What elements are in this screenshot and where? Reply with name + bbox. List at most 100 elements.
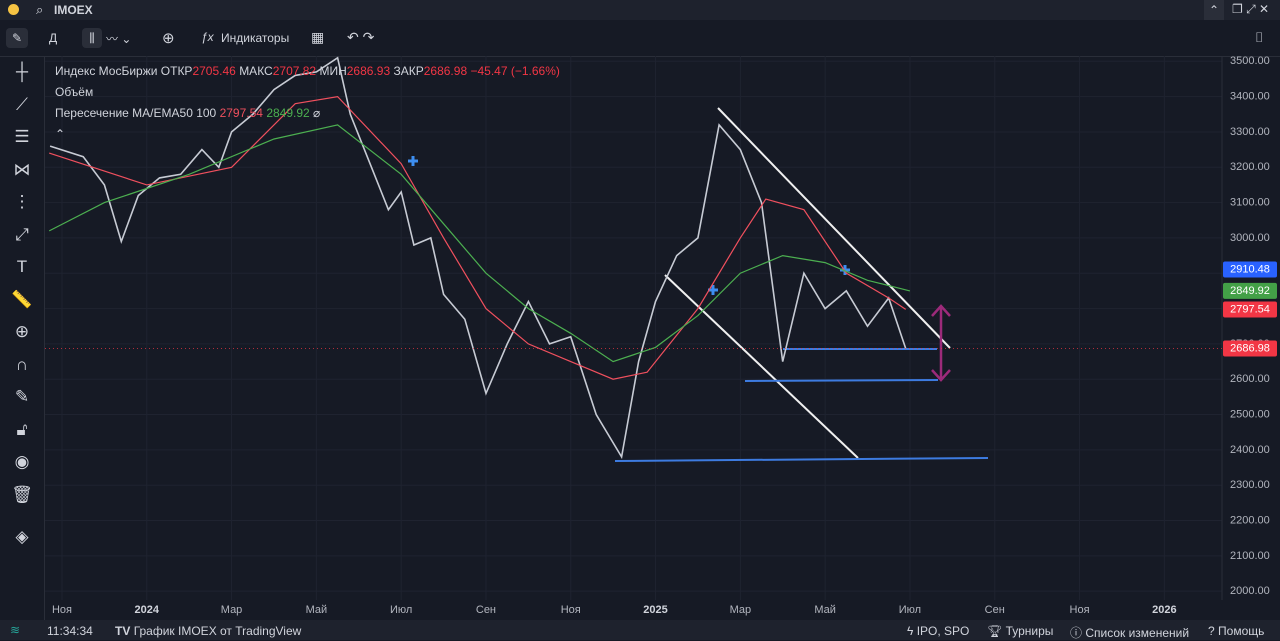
search-icon[interactable]: ⌕ [36, 2, 44, 17]
legend-open: 2705.46 [192, 64, 236, 78]
price-tag [1223, 261, 1277, 278]
y-tick-label: 3300.00 [1230, 126, 1270, 138]
legend-low-label: МИН [319, 64, 347, 78]
tool-lock[interactable]: 🔓︎ [16, 419, 28, 439]
x-tick-label: Сен [476, 604, 496, 616]
undo-redo[interactable]: ↶ ↷ [347, 29, 375, 45]
legend-ma1: 2797.54 [219, 106, 263, 120]
drawings [408, 107, 989, 462]
series-line [49, 56, 907, 460]
tool-line[interactable]: ⟋ [16, 94, 28, 114]
series-line [49, 95, 907, 380]
y-tick-label: 3100.00 [1230, 197, 1270, 209]
tool-lock-draw[interactable]: ✎ [14, 387, 30, 406]
tool-layers[interactable]: ◈ [15, 527, 29, 546]
chart: 2000.00 2100.00 2200.00 2300.00 2400.00 2500.… [45, 55, 1277, 616]
help-link[interactable]: ? Помощь [1208, 624, 1265, 638]
tool-fib[interactable]: ☰ [14, 127, 30, 146]
legend-indicator: Пересечение MA/EMA50 100 [55, 106, 217, 120]
x-tick-label: Май [814, 604, 836, 616]
price-tag [1223, 340, 1277, 357]
y-tick-label: 2500.00 [1230, 408, 1270, 420]
y-tick-label: 2200.00 [1230, 514, 1270, 526]
interval[interactable]: Д [49, 31, 58, 45]
price-tag-label: 2910.48 [1230, 263, 1270, 275]
collapse-btn[interactable]: ⌃ [1204, 0, 1224, 20]
price-tag-label: 2797.54 [1230, 303, 1270, 315]
hide-icon[interactable]: ⌀ [313, 106, 321, 120]
x-tick-label: Ноя [52, 604, 72, 616]
x-tick-label: 2024 [135, 604, 160, 616]
snapshot-btn[interactable]: ⌷ [1255, 29, 1264, 45]
x-tick-label: Ноя [1070, 604, 1090, 616]
chart-type-btns[interactable]: 〰 ⌄ [106, 32, 132, 46]
trend-line[interactable] [717, 107, 951, 349]
dot [8, 4, 19, 15]
legend-ma2: 2849.92 [266, 106, 310, 120]
indicators-btn[interactable]: Индикаторы [221, 31, 290, 45]
collapse-legend[interactable]: ⌃ [55, 127, 66, 141]
legend-close-label: ЗАКР [393, 64, 424, 78]
tool-ruler[interactable]: 📏 [11, 289, 33, 309]
tool-eye[interactable]: ◉ [14, 452, 30, 471]
x-tick-label: Сен [985, 604, 1005, 616]
window-btns[interactable]: ❐ ⤢ ✕ [1232, 2, 1270, 16]
legend: Индекс МосБиржи ОТКР2705.46 МАКС2707.82 … [55, 64, 560, 141]
tool-text[interactable]: T [16, 257, 28, 276]
clock: 11:34:34 [47, 624, 93, 638]
price-tag [1223, 301, 1277, 318]
trend-line[interactable] [664, 274, 859, 459]
legend-change: −45.47 (−1.66%) [470, 64, 560, 78]
ipo-link[interactable]: ϟ IPO, SPO [907, 624, 970, 638]
add-btn[interactable]: ⊕ [162, 30, 175, 47]
y-tick-label: 2600.00 [1230, 373, 1270, 385]
y-tick-label: 3400.00 [1230, 91, 1270, 103]
legend-open-label: ОТКР [160, 64, 193, 78]
candles-btn[interactable]: ⫼ [82, 28, 102, 48]
tool-cross[interactable]: ┼ [15, 62, 29, 81]
legend-low: 2686.93 [346, 64, 391, 78]
range-arrow[interactable] [931, 304, 951, 382]
series-line [48, 124, 911, 363]
y-tick-label: 2000.00 [1230, 585, 1270, 597]
chart-link[interactable]: TV График IMOEX от TradingView [115, 624, 302, 638]
pencil-btn[interactable]: ✎ [6, 28, 28, 48]
y-tick-label: 2100.00 [1230, 550, 1270, 562]
changes-link[interactable]: ⓘ Список изменений [1070, 626, 1190, 640]
fx-icon: ƒx [201, 30, 214, 44]
top-bar: ⌕ IMOEX ⌃ ❐ ⤢ ✕ [0, 0, 1280, 20]
symbol[interactable]: IMOEX [54, 3, 93, 17]
legend-close: 2686.98 [423, 64, 468, 78]
x-tick-label: Мар [730, 604, 752, 616]
x-tick-label: Ноя [561, 604, 581, 616]
changes-text: Список изменений [1085, 626, 1190, 640]
help-text: Помощь [1218, 624, 1265, 638]
legend-high-label: МАКС [239, 64, 273, 78]
x-tick-label: Июл [390, 604, 412, 616]
x-tick-label: Мар [221, 604, 243, 616]
ipo-text: IPO, SPO [916, 624, 970, 638]
tool-magnet[interactable]: ∩ [15, 354, 29, 374]
level-line[interactable] [614, 457, 989, 462]
tournaments-text: Турниры [1005, 624, 1054, 638]
wifi-icon: ≋ [10, 623, 21, 637]
price-tag [1223, 282, 1277, 299]
y-tick-label: 2400.00 [1230, 444, 1270, 456]
legend-name: Индекс МосБиржи [55, 64, 158, 78]
tool-trash[interactable]: 🗑︎ [11, 484, 33, 504]
toolbar: ✎ Д ⫼ 〰 ⌄ ⊕ ƒx Индикаторы ▦ ↶ ↷ ⌷ [0, 20, 1280, 57]
y-tick-label: 3500.00 [1230, 55, 1270, 67]
x-tick-label: Май [306, 604, 328, 616]
layout-btn[interactable]: ▦ [311, 29, 325, 45]
level-line[interactable] [744, 379, 939, 382]
tournaments-link[interactable]: 🏆︎ Турниры [987, 624, 1054, 638]
tool-zoom[interactable]: ⊕ [14, 322, 30, 341]
tool-brush[interactable]: ⤢ [15, 224, 29, 244]
tool-project[interactable]: ⋮ [13, 192, 31, 211]
tool-pattern[interactable]: ⋈ [13, 159, 31, 179]
y-tick-label: 3000.00 [1230, 232, 1270, 244]
footer: ≋ 11:34:34 TV График IMOEX от TradingVie… [0, 620, 1280, 640]
price-tag-label: 2849.92 [1230, 285, 1270, 297]
x-tick-label: 2026 [1152, 604, 1176, 616]
